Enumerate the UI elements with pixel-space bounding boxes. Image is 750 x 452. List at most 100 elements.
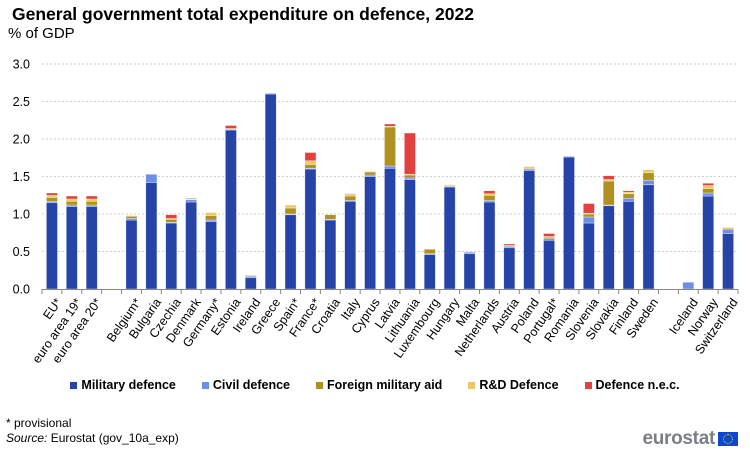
- footnote: * provisional: [6, 416, 72, 430]
- bar-segment-r-d-defence: [722, 227, 734, 229]
- bar-segment-civil-defence: [702, 192, 715, 197]
- legend-label: Civil defence: [212, 378, 291, 392]
- bar-segment-r-d-defence: [85, 198, 98, 202]
- bar-segment-r-d-defence: [443, 184, 456, 186]
- bar-segment-military-defence: [304, 168, 317, 290]
- y-tick-label: 3.0: [13, 58, 30, 72]
- y-tick-label: 1.5: [13, 170, 30, 184]
- bar-segment-r-d-defence: [46, 194, 58, 198]
- bar-segment-defence-n-e-c-: [582, 203, 595, 214]
- bar-segment-civil-defence: [463, 251, 476, 255]
- legend-item: Civil defence: [201, 378, 291, 392]
- bar-segment-military-defence: [125, 219, 138, 290]
- bar-segment-defence-n-e-c-: [384, 123, 396, 127]
- bar-segment-civil-defence: [145, 173, 158, 183]
- source-note: Source: Eurostat (gov_10a_exp): [6, 431, 179, 445]
- bar-segment-civil-defence: [622, 197, 635, 202]
- bar-segment-foreign-military-aid: [65, 200, 78, 206]
- bar-segment-military-defence: [523, 170, 536, 290]
- bar-segment-defence-n-e-c-: [65, 195, 78, 200]
- bar-segment-r-d-defence: [284, 204, 297, 209]
- bar-segment-r-d-defence: [304, 160, 317, 165]
- bar-segment-military-defence: [642, 184, 655, 290]
- legend-swatch: [468, 381, 476, 389]
- bar-segment-foreign-military-aid: [46, 197, 58, 202]
- bar-segment-foreign-military-aid: [423, 248, 436, 255]
- bar-segment-r-d-defence: [125, 215, 138, 217]
- bar-segment-defence-n-e-c-: [702, 182, 715, 186]
- legend-swatch: [70, 381, 78, 389]
- bar-segment-defence-n-e-c-: [225, 125, 237, 129]
- bar-segment-r-d-defence: [65, 198, 78, 202]
- bar-segment-military-defence: [384, 167, 396, 290]
- bar-segment-foreign-military-aid: [364, 171, 376, 176]
- bar-segment-defence-n-e-c-: [304, 152, 317, 162]
- legend-swatch: [201, 381, 209, 389]
- logo-text: eurostat: [642, 428, 715, 449]
- chart-subtitle: % of GDP: [8, 25, 75, 42]
- bar-segment-military-defence: [702, 195, 715, 290]
- bar-segment-military-defence: [225, 129, 237, 290]
- bar-segment-defence-n-e-c-: [622, 190, 635, 193]
- bar-segment-military-defence: [722, 233, 734, 290]
- bar-segment-military-defence: [543, 239, 555, 290]
- bar-segment-foreign-military-aid: [622, 193, 635, 199]
- bar-segment-defence-n-e-c-: [185, 197, 198, 200]
- source-label: Source:: [6, 431, 48, 445]
- bar-segment-military-defence: [364, 176, 376, 290]
- bar-segment-military-defence: [185, 201, 198, 290]
- legend-label: Military defence: [81, 378, 176, 392]
- bar-segment-military-defence: [602, 205, 615, 290]
- bar-segment-defence-n-e-c-: [404, 132, 416, 175]
- bar-segment-defence-n-e-c-: [483, 190, 496, 195]
- bar-segment-military-defence: [46, 202, 58, 290]
- bar-segment-military-defence: [145, 182, 158, 290]
- legend-item: Defence n.e.c.: [584, 378, 680, 392]
- bar-segment-defence-n-e-c-: [523, 166, 536, 168]
- bar-segment-military-defence: [205, 221, 217, 290]
- bar-segment-military-defence: [622, 200, 635, 290]
- legend-swatch: [316, 381, 324, 389]
- legend-item: Foreign military aid: [316, 378, 442, 392]
- bar-segment-foreign-military-aid: [483, 194, 496, 201]
- legend-label: R&D Defence: [479, 378, 559, 392]
- bar-segment-foreign-military-aid: [582, 213, 595, 218]
- legend-label: Foreign military aid: [327, 378, 443, 392]
- bar-segment-foreign-military-aid: [702, 188, 715, 194]
- eu-flag-icon: [718, 432, 738, 446]
- bar-segment-military-defence: [463, 253, 476, 290]
- chart-title: General government total expenditure on …: [12, 4, 474, 24]
- legend-swatch: [584, 381, 592, 389]
- bar-segment-foreign-military-aid: [384, 126, 396, 167]
- y-tick-label: 1.0: [13, 208, 30, 222]
- bar-segment-r-d-defence: [702, 185, 715, 189]
- bar-segment-foreign-military-aid: [642, 172, 655, 181]
- bar-segment-r-d-defence: [205, 212, 217, 216]
- bar-segment-civil-defence: [563, 155, 575, 158]
- y-tick-label: 2.5: [13, 95, 30, 109]
- bar-segment-civil-defence: [642, 179, 655, 186]
- bar-segment-military-defence: [404, 179, 416, 290]
- bar-segment-military-defence: [344, 200, 357, 290]
- y-tick-label: 0.0: [13, 283, 30, 297]
- bar-segment-defence-n-e-c-: [602, 175, 615, 180]
- y-tick-label: 0.5: [13, 245, 30, 259]
- bar-segment-military-defence: [423, 254, 436, 290]
- legend: Military defence Civil defence Foreign mil…: [0, 378, 750, 392]
- legend-label: Defence n.e.c.: [595, 378, 680, 392]
- source-text: Eurostat (gov_10a_exp): [47, 431, 179, 445]
- bar-segment-foreign-military-aid: [85, 200, 98, 206]
- bar-segment-defence-n-e-c-: [503, 243, 516, 246]
- bar-segment-military-defence: [165, 222, 178, 290]
- bar-segment-military-defence: [244, 277, 257, 290]
- eurostat-logo: eurostat: [642, 428, 738, 450]
- y-tick-label: 2.0: [13, 133, 30, 147]
- bar-segment-civil-defence: [384, 165, 396, 169]
- bar-segment-foreign-military-aid: [324, 214, 337, 220]
- bar-segment-foreign-military-aid: [404, 174, 416, 179]
- legend-item: R&D Defence: [468, 378, 559, 392]
- bar-segment-civil-defence: [682, 281, 695, 290]
- bar-segment-foreign-military-aid: [284, 207, 297, 215]
- bar-segment-foreign-military-aid: [602, 180, 615, 206]
- bar-segment-civil-defence: [185, 199, 198, 203]
